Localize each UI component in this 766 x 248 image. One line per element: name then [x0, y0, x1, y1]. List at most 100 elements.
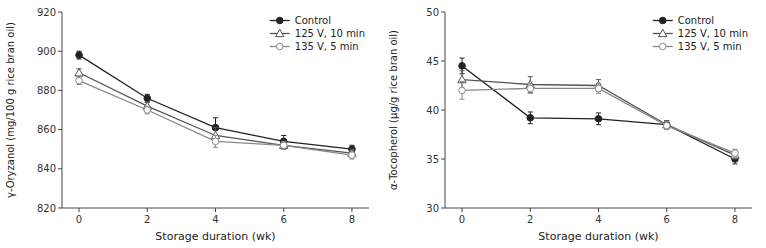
error-cap	[213, 135, 218, 136]
x-tick-label: 0	[76, 214, 82, 225]
point	[212, 138, 219, 145]
y-tick-label: 920	[37, 7, 56, 18]
x-tick	[666, 208, 667, 212]
point	[595, 116, 602, 123]
error-bar	[732, 149, 737, 157]
legend-marker	[276, 17, 283, 24]
legend-marker	[276, 29, 284, 36]
error-cap	[213, 147, 218, 148]
x-tick-label: 4	[212, 214, 218, 225]
legend-label: 135 V, 5 min	[678, 41, 742, 52]
point	[527, 85, 534, 92]
plot-area	[458, 58, 739, 164]
x-tick-label: 4	[595, 214, 601, 225]
point	[459, 63, 466, 70]
legend-marker	[659, 17, 666, 24]
series	[76, 77, 355, 159]
point	[76, 52, 83, 59]
x-tick-label: 6	[664, 214, 670, 225]
error-cap	[460, 99, 465, 100]
point	[75, 69, 83, 76]
error-cap	[213, 127, 218, 128]
y-tick-label: 880	[37, 85, 56, 96]
error-cap	[732, 163, 737, 164]
panel: 02468820840860880900920Storage duration …	[5, 7, 369, 244]
error-bar	[664, 121, 669, 129]
error-cap	[213, 117, 218, 118]
error-bar	[77, 77, 82, 85]
y-tick	[58, 12, 62, 13]
error-cap	[596, 124, 601, 125]
y-tick	[441, 61, 445, 62]
y-tick-label: 45	[426, 56, 439, 67]
legend-label: 125 V, 10 min	[295, 28, 365, 39]
error-bar	[596, 84, 601, 94]
error-bar	[77, 51, 82, 59]
error-cap	[460, 81, 465, 82]
point	[76, 77, 83, 84]
legend: Control125 V, 10 min135 V, 5 min	[270, 15, 365, 52]
error-cap	[528, 83, 533, 84]
y-tick	[58, 51, 62, 52]
y-tick	[58, 168, 62, 169]
error-cap	[596, 83, 601, 84]
error-cap	[281, 135, 286, 136]
x-axis-label: Storage duration (wk)	[155, 230, 275, 243]
y-tick-label: 840	[37, 163, 56, 174]
point	[663, 122, 670, 129]
x-tick	[351, 208, 352, 212]
point	[144, 95, 151, 102]
error-cap	[596, 112, 601, 113]
y-tick	[441, 110, 445, 111]
point	[280, 142, 287, 149]
series	[459, 82, 738, 157]
series	[458, 71, 739, 159]
x-tick	[283, 208, 284, 212]
y-tick-label: 40	[426, 105, 439, 116]
point	[144, 107, 151, 114]
error-cap	[596, 79, 601, 80]
point	[459, 87, 466, 94]
point	[732, 150, 739, 157]
point	[458, 75, 466, 82]
error-bar	[664, 122, 669, 130]
point	[527, 115, 534, 122]
error-cap	[528, 111, 533, 112]
x-tick-label: 8	[349, 214, 355, 225]
error-bar	[145, 106, 150, 114]
error-bar	[596, 113, 601, 125]
series-line	[462, 66, 735, 159]
point	[595, 85, 602, 92]
error-cap	[528, 123, 533, 124]
x-tick	[530, 208, 531, 212]
y-tick	[58, 129, 62, 130]
error-cap	[460, 70, 465, 71]
x-tick	[147, 208, 148, 212]
point	[280, 141, 288, 148]
series-line	[79, 81, 352, 155]
x-tick	[598, 208, 599, 212]
error-cap	[528, 76, 533, 77]
y-axis	[62, 12, 63, 208]
error-cap	[596, 93, 601, 94]
y-tick	[441, 159, 445, 160]
chart-root: 02468820840860880900920Storage duration …	[0, 0, 766, 248]
error-cap	[528, 93, 533, 94]
error-bar	[528, 84, 533, 94]
legend: Control125 V, 10 min135 V, 5 min	[653, 15, 748, 52]
y-axis-label: γ-Oryzanol (mg/100 g rice bran oil)	[5, 22, 16, 198]
y-tick	[58, 208, 62, 209]
x-tick-label: 0	[459, 214, 465, 225]
y-tick-label: 35	[426, 154, 439, 165]
y-tick-label: 900	[37, 46, 56, 57]
y-tick-label: 820	[37, 203, 56, 214]
x-tick-label: 2	[527, 214, 533, 225]
error-bar	[281, 141, 286, 149]
x-tick-label: 2	[144, 214, 150, 225]
error-bar	[349, 151, 354, 159]
x-tick	[734, 208, 735, 212]
y-tick-label: 50	[426, 7, 439, 18]
x-tick	[462, 208, 463, 212]
point	[663, 121, 670, 128]
error-bar	[281, 141, 286, 149]
